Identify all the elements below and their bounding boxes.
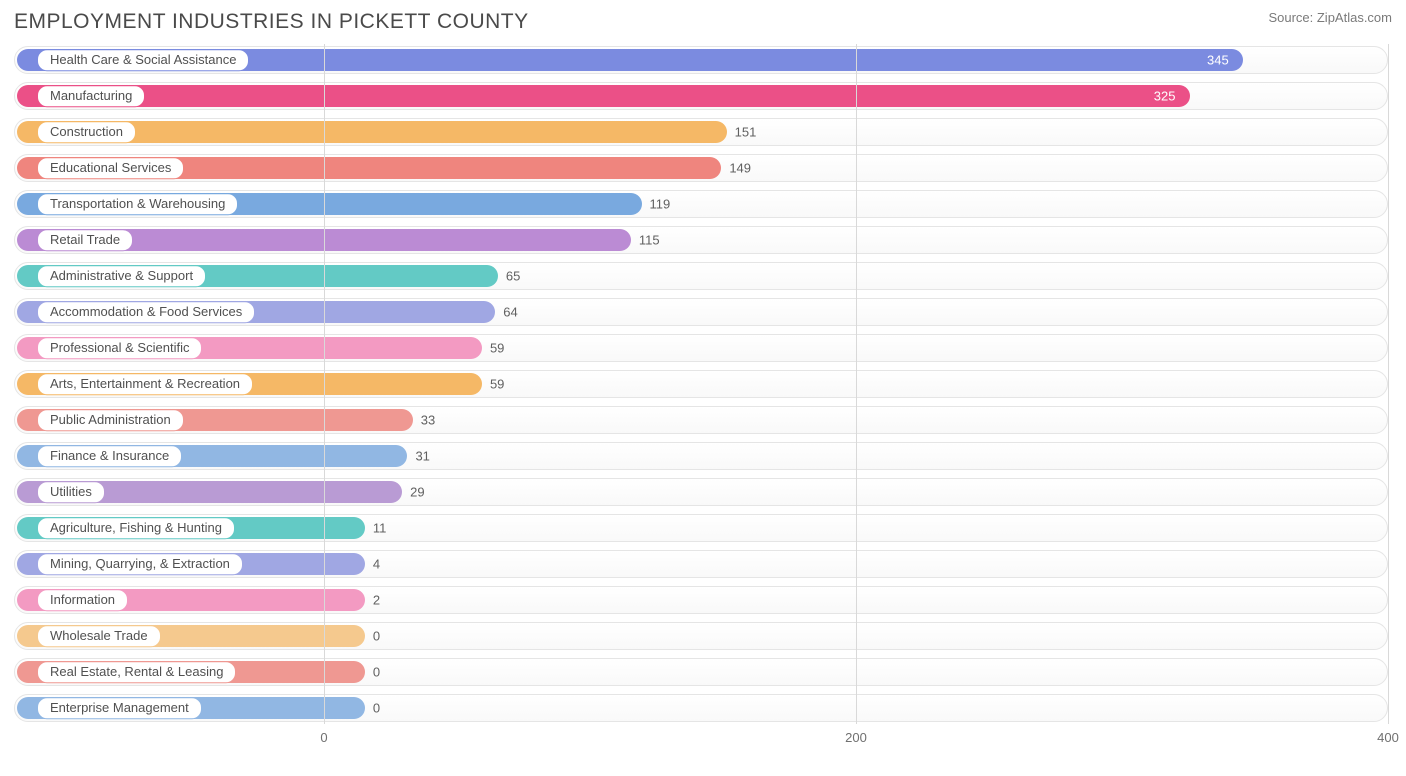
bar-value: 59 (490, 377, 504, 392)
chart-header: EMPLOYMENT INDUSTRIES IN PICKETT COUNTY … (14, 10, 1392, 34)
bar-value: 33 (421, 413, 435, 428)
bar-value: 325 (1154, 89, 1176, 104)
bar-label: Finance & Insurance (37, 445, 182, 467)
bar-label: Wholesale Trade (37, 625, 161, 647)
bar-label: Accommodation & Food Services (37, 301, 255, 323)
chart-source: Source: ZipAtlas.com (1268, 10, 1392, 25)
bar-value: 31 (415, 449, 429, 464)
bar-label: Construction (37, 121, 136, 143)
axis-tick-label: 400 (1377, 730, 1399, 745)
bar-label: Public Administration (37, 409, 184, 431)
bar-row: Educational Services 149 (14, 154, 1388, 182)
bar-row: Enterprise Management 0 (14, 694, 1388, 722)
bar-value: 64 (503, 305, 517, 320)
chart-title: EMPLOYMENT INDUSTRIES IN PICKETT COUNTY (14, 10, 529, 34)
bar-label: Health Care & Social Assistance (37, 49, 249, 71)
bar-value: 59 (490, 341, 504, 356)
bar-label: Retail Trade (37, 229, 133, 251)
bar-value: 0 (373, 701, 380, 716)
bar-row: Arts, Entertainment & Recreation 59 (14, 370, 1388, 398)
bar-value: 149 (729, 161, 751, 176)
bar-value: 0 (373, 665, 380, 680)
bar-value: 65 (506, 269, 520, 284)
bars-container: 345 Health Care & Social Assistance 325 Man… (14, 46, 1392, 722)
bar-label: Enterprise Management (37, 697, 202, 719)
bar-fill: 325 (17, 85, 1190, 107)
source-name: ZipAtlas.com (1317, 10, 1392, 25)
bar-row: Public Administration 33 (14, 406, 1388, 434)
bar-label: Educational Services (37, 157, 184, 179)
bar-row: Real Estate, Rental & Leasing 0 (14, 658, 1388, 686)
bar-row: Utilities 29 (14, 478, 1388, 506)
bar-label: Real Estate, Rental & Leasing (37, 661, 236, 683)
bar-row: Finance & Insurance 31 (14, 442, 1388, 470)
bar-label: Utilities (37, 481, 105, 503)
source-prefix: Source: (1268, 10, 1316, 25)
bar-row: Agriculture, Fishing & Hunting 11 (14, 514, 1388, 542)
bar-value: 119 (650, 197, 671, 212)
bar-value: 4 (373, 557, 380, 572)
chart-area: 345 Health Care & Social Assistance 325 Man… (14, 46, 1392, 750)
bar-row: Professional & Scientific 59 (14, 334, 1388, 362)
bar-label: Professional & Scientific (37, 337, 202, 359)
bar-value: 11 (373, 521, 387, 536)
bar-label: Agriculture, Fishing & Hunting (37, 517, 235, 539)
bar-row: Wholesale Trade 0 (14, 622, 1388, 650)
bar-label: Mining, Quarrying, & Extraction (37, 553, 243, 575)
bar-label: Manufacturing (37, 85, 145, 107)
bar-row: Accommodation & Food Services 64 (14, 298, 1388, 326)
bar-label: Administrative & Support (37, 265, 206, 287)
bar-value: 345 (1207, 53, 1229, 68)
bar-row: Retail Trade 115 (14, 226, 1388, 254)
bar-value: 0 (373, 629, 380, 644)
bar-label: Arts, Entertainment & Recreation (37, 373, 253, 395)
bar-row: Transportation & Warehousing 119 (14, 190, 1388, 218)
bar-row: Administrative & Support 65 (14, 262, 1388, 290)
axis-tick-label: 0 (320, 730, 327, 745)
x-axis: 0200400 (14, 726, 1388, 750)
bar-label: Transportation & Warehousing (37, 193, 238, 215)
bar-row: Mining, Quarrying, & Extraction 4 (14, 550, 1388, 578)
bar-row: 325 Manufacturing (14, 82, 1388, 110)
bar-row: Construction 151 (14, 118, 1388, 146)
bar-value: 115 (639, 233, 660, 248)
axis-tick-label: 200 (845, 730, 867, 745)
bar-value: 29 (410, 485, 424, 500)
bar-value: 151 (735, 125, 757, 140)
bar-row: Information 2 (14, 586, 1388, 614)
bar-row: 345 Health Care & Social Assistance (14, 46, 1388, 74)
bar-label: Information (37, 589, 128, 611)
bar-value: 2 (373, 593, 380, 608)
